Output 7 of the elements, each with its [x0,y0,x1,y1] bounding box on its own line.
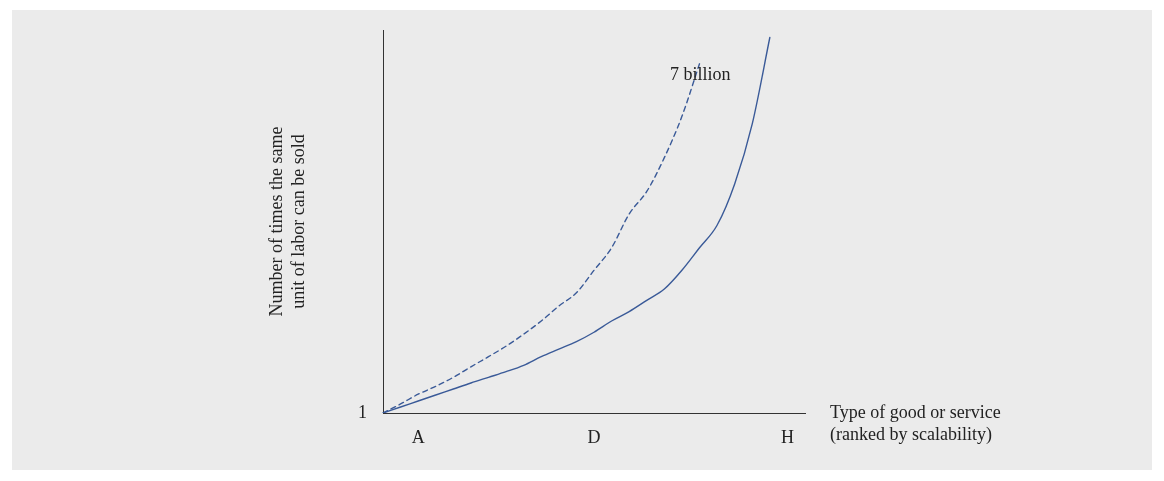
x-tick-label: A [411,426,425,447]
x-tick-label: D [587,426,601,447]
text: 1 [358,401,367,422]
annotation: 7 billion [669,63,731,84]
y-axis-title: Number of times the same unit of labor can be sold [265,126,308,317]
x-axis-title: Type of good or service (ranked by scalability) [830,401,1001,445]
x-tick-label: H [780,426,794,447]
